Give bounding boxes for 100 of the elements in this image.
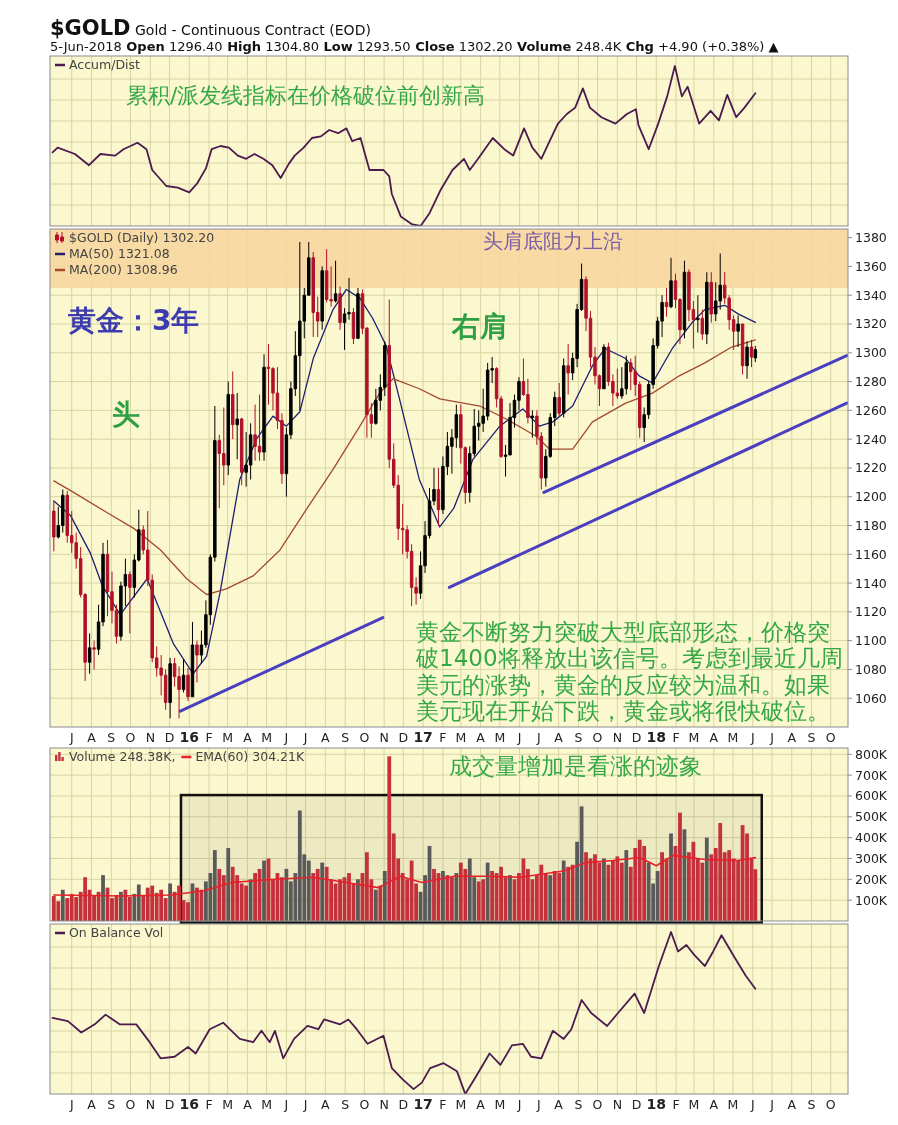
x-tick-label: A (709, 730, 719, 745)
bar (566, 866, 571, 921)
candlestick (696, 294, 700, 334)
bar (700, 862, 705, 921)
bar (624, 850, 629, 921)
candlestick (664, 287, 669, 318)
chart-title: $GOLD Gold - Continuous Contract (EOD) (50, 16, 371, 40)
y-tick-label: 1120 (855, 604, 887, 620)
x-tick-label: F (672, 730, 680, 745)
x-tick-label: M (494, 1097, 506, 1112)
x-tick-label: 17 (413, 1096, 433, 1112)
bar (552, 870, 557, 921)
x-tick-label: A (87, 1097, 97, 1112)
x-tick-label: J (749, 1097, 755, 1112)
bar (409, 860, 414, 921)
legend-label: Accum/Dist (69, 57, 140, 72)
bar (347, 873, 351, 921)
x-tick-label: N (145, 730, 155, 745)
y-tick-label: 1180 (855, 518, 887, 533)
bar (356, 879, 360, 921)
x-tick-label: O (825, 730, 836, 745)
x-tick-label: M (222, 1097, 234, 1112)
x-tick-label: O (125, 730, 136, 745)
bar (508, 875, 512, 921)
candlestick (87, 632, 92, 675)
bar (195, 887, 199, 921)
x-tick-label: A (321, 730, 331, 745)
x-tick-label: N (379, 730, 389, 745)
bar (230, 866, 235, 921)
candlestick (92, 640, 96, 670)
y-tick-label: 1260 (855, 402, 887, 418)
annotation: 黄金不断努力突破大型底部形态，价格突破1400将释放出该信号。考虑到最近几周美元的涨势，黄金的反应较为温和。如果美元现在开始下跌，黄金或将很快破位。 (415, 619, 843, 724)
x-tick-label: M (727, 1097, 739, 1112)
x-tick-label: A (787, 1097, 797, 1112)
y-tick-label: 1220 (855, 460, 887, 476)
x-tick-label: A (321, 1097, 331, 1112)
annotation: 累积/派发线指标在价格破位前创新高 (126, 83, 486, 108)
legend-label: Volume 248.38K, (69, 749, 176, 764)
bar (449, 877, 454, 921)
x-tick-label: A (243, 730, 253, 745)
y-tick-label: 1240 (855, 431, 887, 447)
x-tick-label: M (688, 1097, 700, 1112)
bar (378, 885, 383, 921)
bar (602, 858, 606, 921)
x-tick-label: S (807, 1097, 816, 1112)
x-tick-label: 16 (179, 1096, 200, 1112)
x-tick-label: J (516, 730, 522, 745)
legend-label: MA(50) 1321.08 (69, 246, 170, 261)
bar (499, 866, 503, 921)
candlestick (257, 394, 262, 462)
bar (485, 862, 490, 921)
y-tick-label: 1100 (855, 633, 887, 649)
bar (610, 860, 615, 921)
y-tick-label: 100K (855, 892, 888, 908)
candlestick (749, 339, 754, 368)
candlestick (669, 257, 673, 309)
bar (561, 860, 566, 921)
candlestick (700, 309, 705, 341)
bar (244, 885, 249, 921)
x-tick-label: A (554, 1097, 564, 1112)
y-tick-label: 600K (855, 788, 888, 804)
y-tick-label: 1280 (855, 374, 887, 390)
candlestick (128, 571, 132, 634)
y-tick-label: 1140 (855, 575, 887, 591)
candlestick (709, 271, 713, 324)
x-tick-label: N (145, 1097, 155, 1112)
bar (168, 883, 173, 921)
bar (458, 862, 463, 921)
candlestick (181, 658, 186, 693)
y-tick-label: 800K (855, 746, 888, 762)
x-tick-label: J (68, 1097, 74, 1112)
candlestick (557, 382, 561, 417)
x-tick-label: J (749, 730, 755, 745)
bar (338, 879, 342, 921)
candlestick (745, 340, 749, 380)
x-tick-label: M (261, 1097, 272, 1112)
candlestick (266, 343, 271, 406)
x-tick-label: F (672, 1097, 680, 1112)
x-tick-label: M (455, 730, 467, 745)
candlestick (195, 640, 199, 683)
x-tick-label: O (359, 730, 370, 745)
legend-label: On Balance Vol (69, 925, 164, 940)
bar (718, 823, 723, 921)
annotation: 右肩 (451, 310, 508, 343)
bar (615, 856, 620, 921)
bar (324, 866, 329, 921)
candlestick (566, 343, 570, 396)
x-tick-label: J (302, 730, 308, 745)
bar (123, 889, 128, 921)
candlestick (324, 248, 329, 303)
x-tick-label: O (592, 730, 603, 745)
x-tick-label: N (612, 1097, 623, 1112)
bar (637, 839, 642, 921)
bar (691, 841, 696, 921)
y-tick-label: 1080 (855, 661, 887, 677)
y-tick-label: 1360 (855, 258, 887, 274)
x-tick-label: A (554, 730, 564, 745)
candlestick (190, 621, 195, 698)
bar (655, 870, 660, 921)
y-tick-label: 1300 (855, 345, 887, 361)
